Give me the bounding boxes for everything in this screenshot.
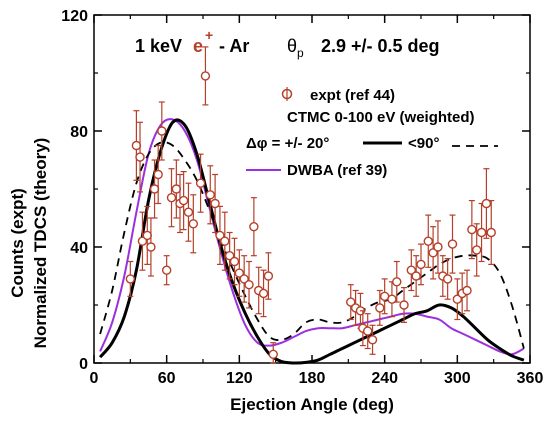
y-tick-label: 120 [61,8,88,25]
legend-dwba-label: DWBA (ref 39) [287,162,387,179]
expt-point [125,274,136,284]
expt-point [195,178,206,188]
expt-point [472,245,482,255]
x-axis-label: Ejection Angle (deg) [230,395,394,414]
x-tick-label: 360 [517,370,544,387]
expt-point [210,198,220,209]
series-dwba [99,118,525,356]
title-energy: 1 keV [135,36,182,56]
expt-point [188,219,199,229]
y-tick-label: 80 [70,124,88,141]
expt-point [423,236,433,246]
x-tick-label: 180 [299,370,326,387]
expt-point [258,288,269,299]
expt-point [200,71,211,81]
expt-point [215,230,225,241]
title-charge: + [205,27,213,43]
expt-point [406,265,417,275]
chart-title: 1 keV e + - Ar θ p 2.9 +/- 0.5 deg [135,27,440,60]
expt-point [346,297,356,307]
y-tick-label: 0 [79,356,88,373]
expt-point [142,230,152,241]
expt-point [137,236,148,246]
expt-point [146,242,156,252]
expt-point [135,152,145,162]
expt-point [481,198,492,209]
expt-point [131,140,142,151]
expt-point [442,274,453,284]
expt-point [183,207,194,217]
expt-point [452,294,463,304]
x-tick-label: 300 [444,370,471,387]
expt-point [428,248,438,258]
expt-point [224,250,235,261]
title-theta-subscript: p [297,46,304,60]
y-axis-label-inner: Normalized TDCS (theory) [31,138,50,349]
legend-ctmc-label: CTMC 0-100 eV (weighted) [287,109,475,126]
expt-point [268,349,278,359]
expt-point [392,277,402,287]
expt-point [462,285,472,296]
expt-point [205,190,215,200]
expt-point [166,192,177,203]
x-tick-label: 0 [90,370,99,387]
expt-point [486,227,496,238]
expt-point [234,268,245,278]
expt-point [249,221,259,232]
expt-point [411,271,421,281]
expt-point [447,239,458,249]
legend-expt-label: expt (ref 44) [310,87,395,104]
expt-point [229,256,240,267]
expt-point [171,184,182,194]
expt-point [375,303,385,313]
expt-point [363,326,373,336]
expt-point [263,271,274,281]
expt-point [467,224,477,235]
title-theta-symbol: θ [287,36,297,56]
x-tick-label: 120 [226,370,253,387]
title-particle: e [193,36,203,56]
expt-point [220,236,230,246]
expt-point [399,300,409,310]
expt-point [367,335,378,345]
title-theta-value: 2.9 +/- 0.5 deg [321,36,440,56]
axis-ticks: 0 60 120 180 240 300 360 0 40 80 120 [61,8,543,387]
expt-point [153,169,163,180]
x-tick-label: 240 [371,370,398,387]
y-tick-label: 40 [70,240,88,257]
x-tick-label: 60 [158,370,176,387]
expt-point [161,265,172,275]
expt-point [387,294,397,304]
y-axis-label-outer: Counts (expt) [8,188,27,298]
expt-point [149,184,160,194]
series-delta-phi [98,118,525,365]
legend-lt90-label: <90° [408,135,439,152]
expt-point [244,280,254,290]
series-expt [125,46,496,364]
series-lt90 [99,141,525,349]
dwba-line [99,118,525,356]
expt-point [239,274,249,284]
legend: expt (ref 44) CTMC 0-100 eV (weighted) Δ… [246,87,498,179]
delta-phi-line [98,118,525,365]
legend-delta-phi-label: Δφ = +/- 20° [246,135,329,152]
expt-point [178,195,189,206]
expt-point [416,259,426,270]
expt-point [433,242,443,252]
expt-point [476,227,487,238]
lt90-line [99,141,525,349]
title-target: - Ar [219,36,249,56]
expt-point [157,126,167,136]
